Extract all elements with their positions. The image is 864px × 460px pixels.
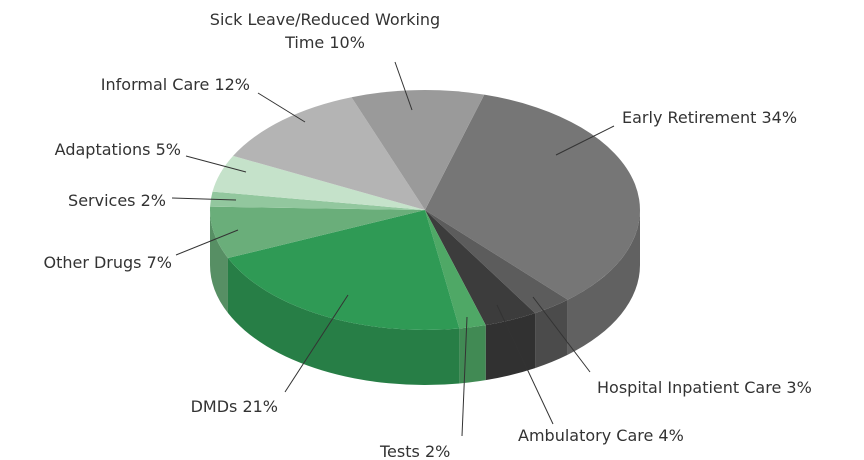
slice-side (567, 210, 640, 355)
slice-side (535, 299, 568, 369)
slice (351, 90, 485, 210)
slice-label: Tests 2% (380, 440, 450, 460)
leader-line (555, 125, 615, 156)
slice-label: Informal Care 12% (101, 73, 250, 96)
value-label: 34% (761, 108, 798, 127)
value-label: 2% (140, 191, 166, 210)
slice (425, 210, 486, 329)
slice (425, 210, 568, 314)
category-name: Sick Leave/Reduced Working Time (209, 10, 441, 52)
value-label: 10% (329, 33, 365, 52)
leader-line (257, 92, 306, 123)
leader-line (185, 155, 247, 173)
value-label: 7% (146, 253, 172, 272)
leader-line (461, 316, 468, 437)
category-name: Adaptations (54, 140, 151, 159)
slice (210, 191, 425, 210)
category-name: DMDs (190, 397, 238, 416)
slice (212, 155, 425, 210)
slice (233, 97, 425, 210)
slice-side (227, 258, 460, 386)
category-name: Ambulatory Care (518, 426, 654, 445)
leader-line (284, 294, 349, 393)
slice (425, 94, 641, 300)
slice-side (210, 210, 228, 314)
value-label: 3% (786, 378, 812, 397)
slice-label: Other Drugs 7% (43, 251, 172, 274)
value-label: 5% (155, 140, 181, 159)
category-name: Hospital Inpatient Care (597, 378, 782, 397)
value-label: 2% (424, 442, 451, 460)
slice-label: Hospital Inpatient Care 3% (597, 376, 812, 399)
slice-side (485, 313, 536, 381)
slice-label: Sick Leave/Reduced Working Time 10% (190, 8, 460, 54)
slice-label: DMDs 21% (191, 395, 278, 418)
slice-label: Adaptations 5% (55, 138, 181, 161)
leader-line (532, 296, 591, 373)
leader-line (171, 197, 237, 201)
category-name: Informal Care (100, 75, 210, 94)
slice (227, 210, 460, 331)
category-name: Other Drugs (43, 253, 142, 272)
slice-label: Early Retirement 34% (622, 106, 797, 129)
slice (425, 210, 536, 326)
category-name: Tests (380, 442, 420, 460)
value-label: 12% (214, 75, 250, 94)
slice-label: Services 2% (68, 189, 166, 212)
leader-line (175, 229, 239, 256)
leader-line (394, 61, 413, 111)
leader-line (496, 304, 554, 425)
slice (209, 206, 425, 259)
category-name: Early Retirement (622, 108, 757, 127)
slice-label: Ambulatory Care 4% (518, 424, 684, 447)
category-name: Services (68, 191, 136, 210)
value-label: 21% (242, 397, 278, 416)
value-label: 4% (658, 426, 684, 445)
slice-side (459, 325, 486, 384)
